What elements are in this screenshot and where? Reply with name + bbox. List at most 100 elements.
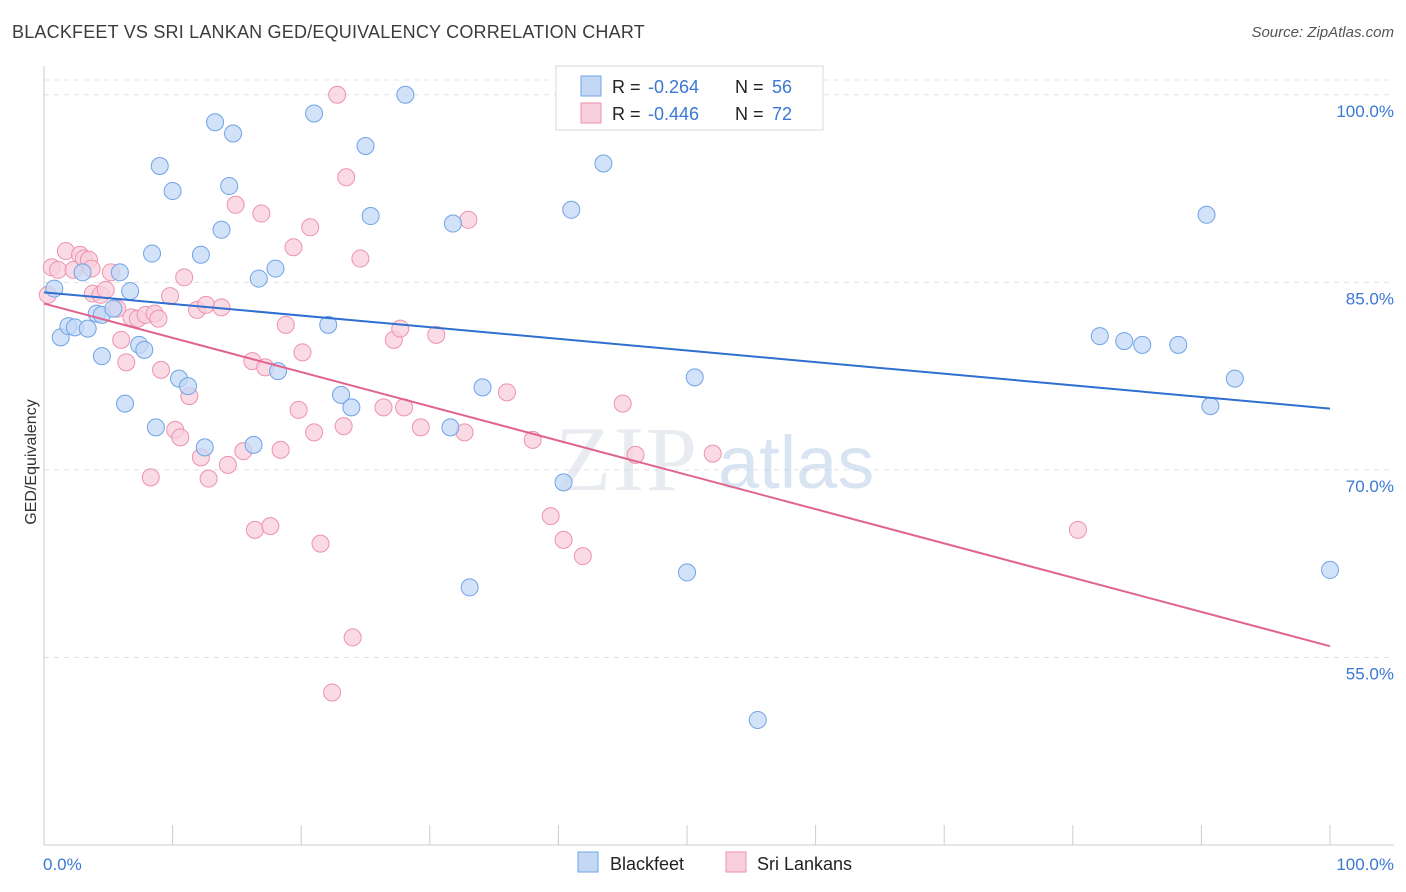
blackfeet-point-37 — [396, 85, 415, 104]
y-axis-label: GED/Equivalency — [23, 399, 40, 524]
blackfeet-point-14 — [135, 340, 154, 359]
sri-lankans-point-43 — [289, 400, 308, 419]
sri-lankans-point-49 — [328, 85, 347, 104]
stats-r-value-2: -0.446 — [648, 104, 699, 124]
blackfeet-point-29 — [266, 259, 285, 278]
blackfeet-point-36 — [361, 207, 380, 226]
legend-swatch-blackfeet — [577, 851, 599, 873]
blackfeet-point-47 — [748, 710, 767, 729]
stats-legend-swatch-blackfeet — [580, 75, 602, 97]
sri-lankans-point-30 — [199, 469, 218, 488]
x-tick-label-right: 100.0% — [1336, 855, 1394, 874]
blackfeet-point-40 — [460, 578, 479, 597]
sri-lankans-point-58 — [411, 418, 430, 437]
blackfeet-point-55 — [1321, 560, 1339, 579]
sri-lankans-point-67 — [613, 394, 632, 413]
blackfeet-point-49 — [1115, 332, 1134, 351]
blackfeet-point-25 — [220, 177, 239, 196]
y-tick-label-55: 55.0% — [1346, 664, 1394, 683]
sri-lankans-point-42 — [284, 238, 303, 257]
sri-lankans-point-69 — [703, 444, 722, 463]
sri-lankans-point-50 — [334, 417, 353, 436]
blackfeet-point-7 — [92, 347, 111, 366]
sri-lankans-point-22 — [161, 287, 180, 306]
sri-lankans-point-1 — [49, 260, 68, 279]
series-sri-lankans-points — [38, 85, 1087, 702]
sri-lankans-point-14 — [117, 353, 136, 372]
blackfeet-point-53 — [1201, 397, 1220, 416]
blackfeet-point-10 — [110, 263, 129, 282]
sri-lankans-point-25 — [175, 268, 194, 287]
sri-lankans-point-29 — [197, 295, 216, 314]
blackfeet-point-26 — [224, 124, 243, 143]
y-tick-label-70: 70.0% — [1346, 477, 1394, 496]
blackfeet-point-22 — [195, 438, 214, 457]
sri-lankans-point-39 — [261, 517, 280, 536]
sri-lankans-trend-line — [43, 302, 1331, 648]
sri-lankans-point-62 — [497, 383, 516, 402]
stats-n-label-2: N = — [735, 104, 764, 124]
stats-legend-swatch-sri-lankans — [580, 102, 602, 124]
sri-lankans-point-32 — [218, 455, 237, 474]
stats-n-label-1: N = — [735, 77, 764, 97]
sri-lankans-point-37 — [252, 204, 271, 223]
legend-label-sri-lankans: Sri Lankans — [757, 854, 852, 874]
legend-label-blackfeet: Blackfeet — [610, 854, 684, 874]
sri-lankans-point-10 — [96, 280, 115, 299]
blackfeet-point-27 — [244, 435, 263, 454]
blackfeet-point-32 — [319, 315, 338, 334]
blackfeet-point-46 — [685, 368, 704, 387]
series-blackfeet-points — [45, 85, 1339, 729]
blackfeet-point-20 — [179, 377, 198, 396]
blackfeet-point-45 — [678, 563, 696, 582]
blackfeet-point-28 — [249, 269, 268, 288]
blackfeet-point-52 — [1197, 205, 1216, 224]
sri-lankans-point-65 — [554, 530, 573, 549]
sri-lankans-point-18 — [141, 468, 160, 487]
axes — [43, 66, 1394, 846]
blackfeet-point-9 — [104, 299, 123, 318]
y-tick-label-85: 85.0% — [1346, 289, 1394, 308]
blackfeet-point-48 — [1090, 327, 1109, 346]
blackfeet-point-50 — [1133, 335, 1152, 354]
blackfeet-point-35 — [356, 137, 375, 156]
sri-lankans-point-20 — [149, 309, 168, 328]
sri-lankans-point-36 — [245, 520, 264, 539]
x-tick-labels: 0.0% 100.0% — [43, 855, 1394, 874]
sri-lankans-point-13 — [112, 330, 131, 349]
sri-lankans-point-66 — [573, 547, 592, 566]
sri-lankans-point-21 — [152, 360, 171, 379]
sri-lankans-point-46 — [305, 423, 324, 442]
series-legend: Blackfeet Sri Lankans — [577, 851, 852, 874]
sri-lankans-point-53 — [351, 249, 370, 268]
blackfeet-point-42 — [554, 473, 573, 492]
blackfeet-point-33 — [332, 385, 351, 404]
blackfeet-trend-line — [43, 291, 1331, 410]
sri-lankans-point-51 — [337, 168, 356, 187]
stats-n-value-2: 72 — [772, 104, 792, 124]
sri-lankans-point-40 — [271, 440, 290, 459]
blackfeet-point-15 — [143, 244, 162, 263]
sri-lankans-point-70 — [1068, 520, 1087, 539]
watermark-atlas: atlas — [718, 421, 874, 504]
sri-lankans-point-54 — [374, 398, 393, 417]
sri-lankans-point-33 — [226, 195, 245, 214]
blackfeet-point-16 — [146, 418, 165, 437]
blackfeet-point-38 — [441, 418, 460, 437]
sri-lankans-point-41 — [276, 315, 295, 334]
blackfeet-point-21 — [191, 245, 210, 264]
blackfeet-point-51 — [1169, 335, 1188, 354]
blackfeet-point-39 — [443, 214, 462, 233]
blackfeet-point-24 — [212, 220, 231, 239]
chart-title: BLACKFEET VS SRI LANKAN GED/EQUIVALENCY … — [12, 22, 645, 42]
sri-lankans-point-24 — [171, 428, 190, 447]
x-tick-label-left: 0.0% — [43, 855, 82, 874]
blackfeet-point-17 — [150, 157, 169, 176]
blackfeet-point-18 — [163, 182, 182, 201]
blackfeet-point-31 — [305, 104, 324, 123]
sri-lankans-point-64 — [541, 507, 560, 526]
blackfeet-point-44 — [594, 154, 613, 173]
stats-r-value-1: -0.264 — [648, 77, 699, 97]
source-credit: Source: ZipAtlas.com — [1251, 24, 1394, 41]
